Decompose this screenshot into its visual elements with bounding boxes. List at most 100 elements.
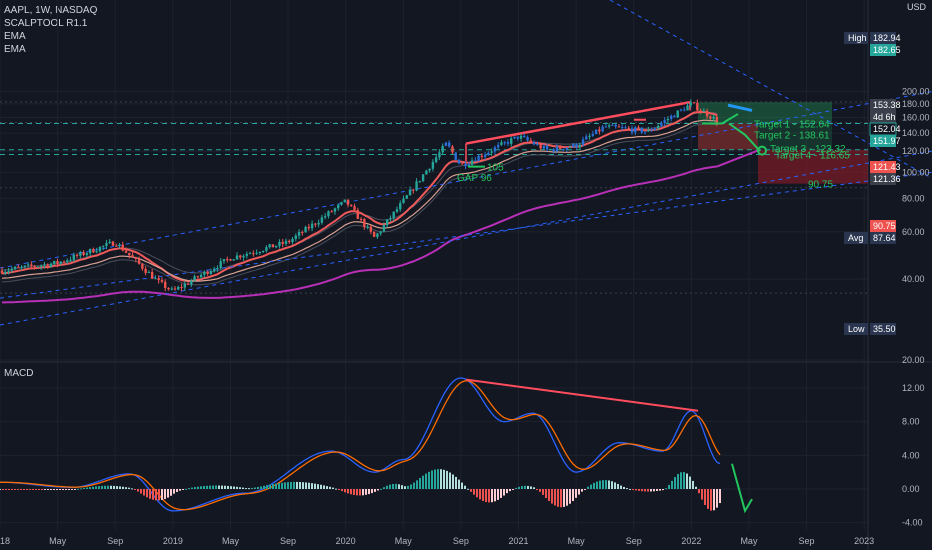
macd-histogram-bar xyxy=(275,483,277,489)
candle-body xyxy=(278,241,281,246)
candle-body xyxy=(92,248,95,253)
candle-body xyxy=(617,126,621,128)
candle-body xyxy=(578,144,581,148)
candle-body xyxy=(137,258,141,264)
macd-histogram-bar xyxy=(56,489,58,490)
candle-body xyxy=(79,252,82,256)
indicator-ema-1[interactable]: EMA xyxy=(4,31,26,42)
candle-body xyxy=(271,244,275,248)
candle-body xyxy=(467,164,470,167)
macd-histogram-bar xyxy=(479,489,481,500)
candle-body xyxy=(43,264,46,266)
candle-body xyxy=(206,271,209,274)
price-label-box xyxy=(870,161,896,173)
macd-histogram-bar xyxy=(182,489,184,490)
candle-body xyxy=(402,198,405,204)
candle-body xyxy=(692,102,696,104)
candle-body xyxy=(568,146,572,148)
candle-body xyxy=(545,145,549,150)
price-label-value: 153.38 xyxy=(873,100,901,110)
macd-histogram-bar xyxy=(323,485,325,489)
candle-body xyxy=(212,268,216,272)
candle-body xyxy=(660,122,663,126)
macd-histogram-bar xyxy=(575,489,577,498)
macd-histogram-bar xyxy=(98,486,100,489)
macd-tick: -4.00 xyxy=(902,518,923,528)
candle-body xyxy=(49,263,53,267)
candle-body xyxy=(532,142,536,145)
candle-body xyxy=(385,219,389,226)
candle-body xyxy=(167,288,170,290)
indicator-scalptool[interactable]: SCALPTOOL R1.1 xyxy=(4,18,88,29)
time-tick: 2021 xyxy=(508,536,528,546)
time-tick: 2023 xyxy=(854,536,874,546)
macd-histogram-bar xyxy=(581,489,583,492)
macd-label[interactable]: MACD xyxy=(4,368,34,379)
candle-body xyxy=(13,266,17,269)
candle-body xyxy=(441,145,444,153)
candle-body xyxy=(539,144,542,149)
macd-histogram-bar xyxy=(5,489,7,490)
macd-histogram-bar xyxy=(629,488,631,490)
macd-histogram-bar xyxy=(707,489,709,509)
candle-body xyxy=(585,136,588,140)
price-tick: 140.00 xyxy=(902,128,930,138)
macd-histogram-bar xyxy=(590,484,592,489)
price-tick: 20.00 xyxy=(902,355,925,365)
candle-body xyxy=(95,251,98,253)
macd-histogram-bar xyxy=(410,484,412,489)
candle-body xyxy=(653,128,657,131)
macd-histogram-bar xyxy=(0,489,1,490)
candle-body xyxy=(392,211,395,219)
macd-histogram-bar xyxy=(35,489,37,490)
macd-histogram-bar xyxy=(20,489,22,490)
candle-body xyxy=(552,149,555,152)
macd-histogram-bar xyxy=(239,487,241,489)
macd-histogram-bar xyxy=(53,489,55,490)
macd-histogram-bar xyxy=(500,489,502,498)
candle-body xyxy=(683,109,686,111)
candle-body xyxy=(128,252,131,256)
macd-histogram-bar xyxy=(374,489,376,492)
macd-histogram-bar xyxy=(617,483,619,489)
macd-histogram-bar xyxy=(569,489,571,504)
macd-histogram-bar xyxy=(179,489,181,491)
macd-histogram-bar xyxy=(17,489,19,490)
candle-body xyxy=(222,259,226,262)
candle-body xyxy=(340,202,343,205)
macd-histogram-bar xyxy=(536,489,538,490)
candle-body xyxy=(320,217,324,223)
indicator-ema-2[interactable]: EMA xyxy=(4,44,26,55)
macd-histogram-bar xyxy=(2,489,4,490)
time-tick: Sep xyxy=(280,536,296,546)
macd-histogram-bar xyxy=(515,487,517,489)
candle-body xyxy=(199,274,203,278)
candle-body xyxy=(372,231,376,237)
price-label-value: 35.50 xyxy=(873,324,896,334)
macd-histogram-bar xyxy=(119,486,121,489)
candle-body xyxy=(470,160,474,165)
candle-body xyxy=(630,128,634,133)
macd-histogram-bar xyxy=(308,482,310,489)
macd-histogram-bar xyxy=(599,480,601,489)
macd-histogram-bar xyxy=(125,487,127,489)
candle-body xyxy=(46,264,49,267)
candle-body xyxy=(30,264,33,267)
macd-histogram-bar xyxy=(206,485,208,489)
candle-body xyxy=(601,126,604,132)
candle-body xyxy=(379,231,382,234)
candle-body xyxy=(62,261,66,263)
macd-histogram-bar xyxy=(116,486,118,489)
time-tick: May xyxy=(395,536,413,546)
macd-histogram-bar xyxy=(65,489,67,490)
price-label-tag-text: High xyxy=(848,33,867,43)
macd-histogram-bar xyxy=(254,487,256,489)
symbol-title[interactable]: AAPL, 1W, NASDAQ xyxy=(4,5,98,16)
trendline-blue xyxy=(0,150,932,326)
macd-histogram-bar xyxy=(641,489,643,492)
candle-body xyxy=(523,135,526,138)
candle-body xyxy=(474,160,477,162)
macd-histogram-bar xyxy=(359,489,361,496)
macd-histogram-bar xyxy=(392,483,394,489)
